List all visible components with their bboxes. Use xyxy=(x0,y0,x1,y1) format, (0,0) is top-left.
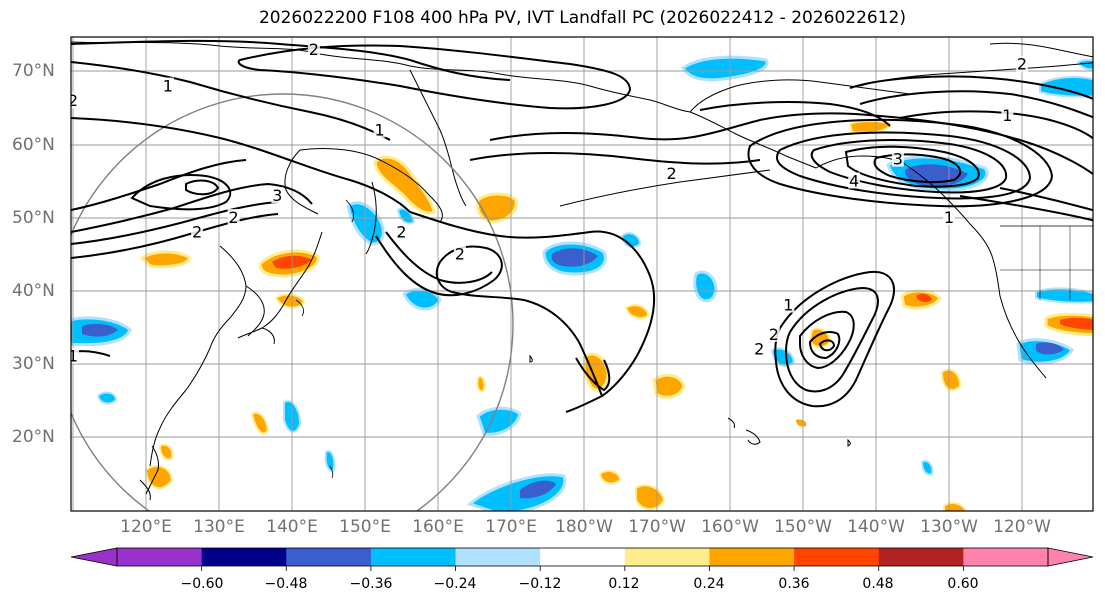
contour-label-bg xyxy=(782,296,795,313)
lon-label-170e: 170°E xyxy=(485,517,537,537)
contour-label: 1 xyxy=(944,208,954,227)
contour-label: 2 xyxy=(309,40,319,59)
contour-label-bg xyxy=(665,165,678,182)
lon-label-130w: 130°W xyxy=(920,517,978,537)
contour-label: 2 xyxy=(769,325,779,344)
contour-label: 2 xyxy=(229,208,239,227)
contour-label-bg xyxy=(1001,106,1014,123)
contour-label-bg xyxy=(271,187,284,204)
colorbar-segment xyxy=(370,548,457,566)
contour-label-bg xyxy=(161,77,174,94)
colorbar-extend-min xyxy=(70,547,118,567)
colorbar-tick-label: 0.24 xyxy=(693,576,725,592)
colorbar-tick-label: 0.36 xyxy=(778,576,810,592)
colorbar-segment xyxy=(794,548,880,566)
contour-label-bg xyxy=(71,92,79,109)
island-outlines xyxy=(295,199,354,479)
lon-label-120w: 120°W xyxy=(993,517,1051,537)
lon-label-120e: 120°E xyxy=(120,517,172,537)
lon-label-170w: 170°W xyxy=(628,517,686,537)
lat-label-60n: 60°N xyxy=(12,135,55,155)
colorbar-tick-label: 0.48 xyxy=(862,576,894,592)
landfall-radius-circle xyxy=(71,93,514,511)
contour-label: 1 xyxy=(783,296,793,315)
contour-label: 2 xyxy=(1017,55,1027,74)
contour-label-bg xyxy=(1016,55,1028,72)
lat-label-40n: 40°N xyxy=(12,281,55,301)
colorbar-segment xyxy=(201,548,287,566)
contour-label-bg xyxy=(71,347,79,364)
colorbar-tick-label: −0.60 xyxy=(180,576,224,592)
contour-label: 4 xyxy=(849,172,859,191)
contour-label-bg xyxy=(943,209,955,225)
contour-label-bg xyxy=(191,223,204,240)
contour-label: 2 xyxy=(68,91,78,110)
colorbar-tick-label: 0.12 xyxy=(608,576,640,592)
coastlines xyxy=(71,41,1093,501)
contour-label: 1 xyxy=(375,120,385,139)
contour-label-bg xyxy=(767,325,780,342)
colorbar-extend-max xyxy=(1047,547,1094,567)
lon-label-160w: 160°W xyxy=(701,517,759,537)
colorbar-tick-label: −0.24 xyxy=(433,576,477,592)
contour-label-bg xyxy=(307,41,320,58)
pv-contours xyxy=(71,39,1093,413)
colorbar-segment xyxy=(286,548,372,566)
colorbar-segment xyxy=(878,548,964,566)
contour-label: 2 xyxy=(455,245,465,264)
pv-shading xyxy=(71,55,1093,511)
contour-label-bg xyxy=(395,223,408,240)
colorbar-segment xyxy=(624,548,710,566)
contour-label-bg xyxy=(891,150,904,167)
contour-label: 3 xyxy=(272,186,282,205)
contour-label: 2 xyxy=(192,223,202,242)
contour-label: 3 xyxy=(893,150,903,169)
lat-label-30n: 30°N xyxy=(12,354,55,374)
lon-label-180w: 180°W xyxy=(555,517,613,537)
contour-label: 1 xyxy=(163,77,173,96)
colorbar-segment xyxy=(540,548,626,566)
colorbar-tick-label: −0.48 xyxy=(264,576,308,592)
lon-label-150w: 150°W xyxy=(774,517,832,537)
lat-label-20n: 20°N xyxy=(12,427,55,447)
lon-label-130e: 130°E xyxy=(193,517,245,537)
map-frame xyxy=(70,36,1094,512)
contour-label: 1 xyxy=(1002,106,1012,125)
contour-label-bg xyxy=(848,172,861,189)
contour-label-bg xyxy=(453,245,466,262)
contour-label: 2 xyxy=(396,223,406,242)
lat-label-50n: 50°N xyxy=(12,208,55,228)
lon-label-140e: 140°E xyxy=(266,517,318,537)
colorbar-tick-label: −0.12 xyxy=(518,576,562,592)
lon-label-140w: 140°W xyxy=(847,517,905,537)
lon-label-160e: 160°E xyxy=(412,517,464,537)
contour-label: 1 xyxy=(68,347,78,366)
contour-label-bg xyxy=(373,121,386,138)
contour-label-bg xyxy=(227,209,240,225)
lat-label-70n: 70°N xyxy=(12,61,55,81)
colorbar-tick-label: 0.60 xyxy=(947,576,979,592)
contour-label: 2 xyxy=(667,164,677,183)
colorbar-segment xyxy=(963,548,1049,566)
lon-label-150e: 150°E xyxy=(339,517,391,537)
colorbar-segment xyxy=(709,548,795,566)
contour-label-bg xyxy=(753,340,766,357)
colorbar-segment xyxy=(117,548,203,566)
colorbar-segment xyxy=(455,548,541,566)
colorbar-border xyxy=(116,547,1049,567)
map-title: 2026022200 F108 400 hPa PV, IVT Landfall… xyxy=(258,8,906,28)
colorbar xyxy=(70,547,1094,571)
colorbar-tick-label: −0.36 xyxy=(349,576,393,592)
contour-label: 2 xyxy=(754,339,764,358)
